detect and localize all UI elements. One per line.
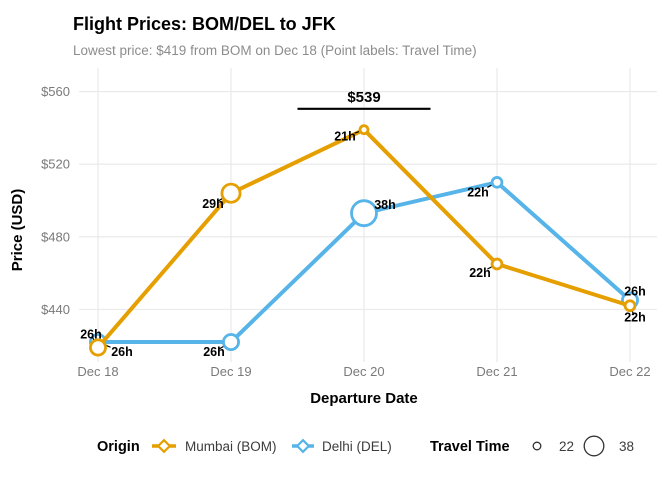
label-leader	[91, 336, 95, 341]
delhi-key-point-icon	[295, 438, 311, 454]
data-point	[89, 338, 107, 357]
label-leader	[376, 206, 382, 209]
x-tick-label: Dec 21	[476, 364, 517, 379]
point-label: 38h	[374, 198, 396, 212]
size-key-large-circle-icon	[583, 435, 605, 457]
legend-origin-title: Origin	[97, 439, 140, 455]
legend-item-delhi: Delhi (DEL)	[292, 438, 392, 454]
point-label: 26h	[80, 327, 102, 341]
data-point	[490, 176, 504, 189]
data-point	[220, 182, 242, 204]
y-tick-label: $520	[41, 157, 70, 172]
legend: Origin Mumbai (BOM) Delhi (DEL) Travel T…	[97, 435, 634, 457]
label-leader	[219, 345, 224, 350]
series-layer: 26h 26h 38h 22h 26h 26h 29h 21h 22h 22h	[80, 124, 646, 359]
point-label: 22h	[469, 266, 491, 280]
data-point	[222, 333, 240, 352]
data-point	[350, 199, 378, 228]
legend-item-mumbai: Mumbai (BOM)	[152, 438, 277, 454]
y-axis-title: Price (USD)	[9, 189, 26, 272]
data-point	[490, 257, 504, 271]
point-label: 21h	[334, 130, 356, 144]
legend-size-label-small: 22	[559, 439, 574, 454]
grid-layer	[79, 68, 657, 362]
label-leader	[631, 310, 635, 316]
label-leader	[354, 130, 360, 134]
annotation-label: $539	[347, 89, 380, 106]
point-label: 22h	[467, 185, 489, 199]
label-leader	[487, 266, 493, 270]
y-tick-label: $440	[41, 302, 70, 317]
point-label: 26h	[624, 284, 646, 298]
size-key-small-circle-icon	[532, 441, 542, 451]
point-label: 26h	[111, 345, 133, 359]
x-tick-label: Dec 20	[343, 364, 384, 379]
y-tick-label: $480	[41, 229, 70, 244]
legend-size-label-large: 38	[619, 439, 634, 454]
annotation-layer: $539	[297, 89, 431, 110]
legend-label-mumbai: Mumbai (BOM)	[185, 439, 277, 454]
data-point	[623, 299, 637, 313]
point-label: 29h	[202, 197, 224, 211]
x-tick-label: Dec 22	[609, 364, 650, 379]
legend-size-title: Travel Time	[430, 439, 510, 455]
y-tick-label: $560	[41, 84, 70, 99]
chart-subtitle: Lowest price: $419 from BOM on Dec 18 (P…	[73, 43, 477, 58]
x-tick-label: Dec 19	[210, 364, 251, 379]
label-leader	[217, 197, 223, 202]
mumbai-key-point-icon	[156, 438, 172, 454]
label-leader	[487, 184, 493, 188]
x-tick-label: Dec 18	[77, 364, 118, 379]
x-axis-title: Departure Date	[310, 390, 418, 407]
point-label: 22h	[624, 311, 646, 325]
data-point	[358, 124, 370, 136]
legend-label-delhi: Delhi (DEL)	[322, 439, 392, 454]
chart-title: Flight Prices: BOM/DEL to JFK	[73, 14, 336, 34]
point-label: 26h	[203, 345, 225, 359]
tick-label-layer: $440 $480 $520 $560 Dec 18 Dec 19 Dec 20 Dec 21…	[41, 84, 651, 379]
